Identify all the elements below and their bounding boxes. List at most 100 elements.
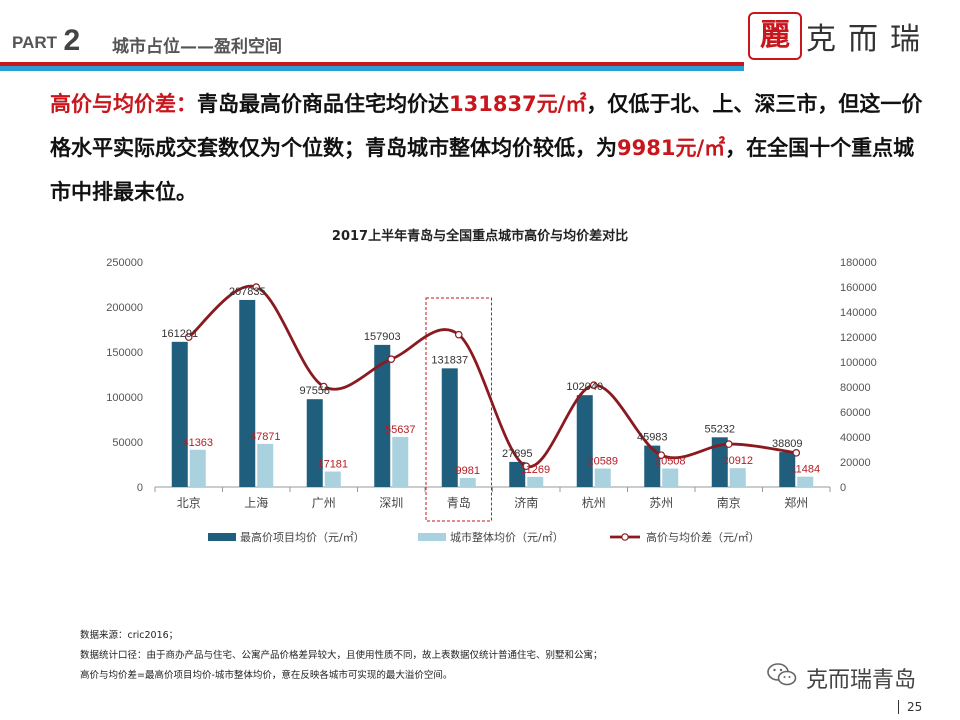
- bar-city-avg: [527, 476, 544, 487]
- bar-max-price: [644, 445, 661, 487]
- page-number: 25: [898, 700, 922, 714]
- bar-city-avg-label: 11484: [790, 464, 820, 476]
- bar-max-price-label: 102040: [566, 381, 603, 393]
- bar-city-avg: [662, 468, 679, 487]
- left-axis-tick-label: 50000: [112, 437, 143, 449]
- bar-city-avg-label: 47871: [250, 431, 281, 443]
- chart-title: 2017上半年青岛与全国重点城市高价与均价差对比: [332, 228, 628, 244]
- bar-max-price: [306, 399, 323, 487]
- section-subtitle: 城市占位——盈利空间: [112, 37, 282, 57]
- highlight-box: [425, 297, 492, 522]
- bar-max-price: [171, 341, 188, 487]
- bar-max-price-label: 161291: [161, 328, 198, 340]
- part-word: PART: [12, 33, 58, 52]
- lead-keyword: 高价与均价差：: [50, 92, 197, 116]
- left-axis-tick-label: 150000: [106, 347, 143, 359]
- right-axis-tick-label: 180000: [840, 257, 877, 269]
- left-axis-tick-label: 100000: [106, 392, 143, 404]
- left-axis-tick-label: 200000: [106, 302, 143, 314]
- bar-city-avg: [392, 436, 409, 487]
- category-label: 杭州: [582, 495, 606, 510]
- logo-text: 克而瑞: [806, 22, 932, 57]
- wechat-icon: [767, 663, 797, 686]
- category-label: 广州: [312, 496, 336, 510]
- lead-highlight-avg: 9981元/㎡: [617, 136, 726, 160]
- category-label: 深圳: [379, 496, 403, 510]
- bar-max-price-label: 131837: [431, 354, 468, 366]
- legend-swatch-city-avg: [418, 533, 446, 541]
- bar-max-price-label: 207835: [229, 286, 266, 298]
- category-label: 青岛: [447, 495, 471, 510]
- bar-city-avg: [594, 468, 611, 487]
- lead-paragraph: 高价与均价差：青岛最高价商品住宅均价达131837元/㎡，仅低于北、上、深三市，…: [50, 82, 930, 214]
- bar-city-avg-label: 17181: [317, 459, 348, 471]
- category-label: 郑州: [784, 495, 808, 510]
- right-axis-tick-label: 20000: [840, 457, 871, 469]
- bar-max-price-label: 97558: [299, 385, 330, 397]
- spread-point: [387, 355, 396, 363]
- bar-city-avg: [729, 468, 746, 487]
- footer-brand: 克而瑞青岛: [806, 668, 917, 693]
- spread-point: [454, 330, 463, 339]
- category-label: 苏州: [649, 496, 673, 510]
- lead-text-1: 青岛最高价商品住宅均价达: [197, 92, 449, 116]
- bar-max-price: [441, 368, 458, 487]
- spread-point: [589, 381, 598, 389]
- bar-city-avg: [797, 476, 814, 487]
- bar-max-price-label: 157903: [364, 331, 401, 343]
- header: PART 2 城市占位——盈利空间 麗 克而瑞: [0, 0, 960, 72]
- footnotes: 数据来源：cric2016； 数据统计口径：由于商办产品与住宅、公寓产品价格差异…: [80, 626, 603, 686]
- bar-city-avg: [189, 449, 206, 487]
- bar-max-price: [779, 452, 796, 487]
- spread-point: [792, 449, 801, 457]
- right-axis-tick-label: 100000: [840, 357, 877, 369]
- left-axis-tick-label: 250000: [106, 257, 143, 269]
- price-comparison-chart: 2017上半年青岛与全国重点城市高价与均价差对比 0 50000 100000 1500…: [106, 228, 877, 544]
- bar-city-avg-label: 20508: [655, 456, 686, 468]
- category-label: 上海: [244, 495, 268, 510]
- spread-line: [187, 284, 797, 468]
- bar-max-price: [509, 461, 526, 487]
- bar-max-price: [239, 299, 256, 487]
- bar-city-avg-label: 11269: [520, 464, 550, 476]
- footnote-scope: 数据统计口径：由于商办产品与住宅、公寓产品价格差异较大，且使用性质不同，故上表数…: [80, 650, 603, 661]
- part-label: PART 2: [12, 24, 80, 58]
- bar-max-price-label: 55232: [704, 423, 735, 435]
- footnote-definition: 高价与均价差=最高价项目均价-城市整体均价，意在反映各城市可实现的最大溢价空间。: [80, 670, 453, 681]
- bar-max-price-label: 27895: [502, 448, 533, 460]
- legend-label-city-avg: 城市整体均价（元/㎡）: [450, 530, 564, 544]
- part-number: 2: [63, 24, 81, 57]
- category-label: 南京: [717, 495, 741, 510]
- bar-city-avg-label: 41363: [182, 437, 213, 449]
- legend-marker-spread: [621, 533, 629, 541]
- right-axis-tick-label: 80000: [840, 382, 871, 394]
- category-label: 济南: [514, 495, 538, 510]
- right-axis-tick-label: 160000: [840, 282, 877, 294]
- right-axis-tick-label: 140000: [840, 307, 877, 319]
- bar-city-avg-label: 55637: [385, 424, 416, 436]
- bar-city-avg: [257, 443, 274, 487]
- bar-city-avg-label: 20912: [722, 455, 753, 467]
- bar-max-price: [711, 437, 728, 487]
- spread-point: [522, 462, 531, 471]
- bar-city-avg-label: 9981: [456, 465, 480, 477]
- left-axis-tick-label: 0: [137, 482, 143, 494]
- spread-point: [319, 382, 328, 391]
- right-axis-tick-label: 60000: [840, 407, 871, 419]
- bar-max-price-label: 38809: [772, 438, 803, 450]
- spread-point: [252, 283, 261, 291]
- header-blue-rule: [0, 66, 744, 71]
- right-axis-tick-label: 120000: [840, 332, 877, 344]
- right-axis-tick-label: 0: [840, 482, 846, 494]
- legend-label-max-price: 最高价项目均价（元/㎡）: [240, 530, 365, 544]
- spread-point: [724, 440, 733, 448]
- lead-text-2: ，仅低于北、上、深三市，但这一价格水平实际成交套数仅为个位数；青岛城市整体均价较…: [50, 92, 923, 160]
- spread-point: [657, 451, 666, 459]
- bar-max-price: [576, 395, 593, 487]
- bar-city-avg: [324, 471, 341, 487]
- right-axis-tick-label: 40000: [840, 432, 871, 444]
- legend-swatch-max-price: [208, 533, 236, 541]
- bar-max-price: [374, 344, 391, 487]
- bar-max-price-label: 45983: [637, 432, 668, 444]
- bar-city-avg-label: 20589: [587, 455, 618, 467]
